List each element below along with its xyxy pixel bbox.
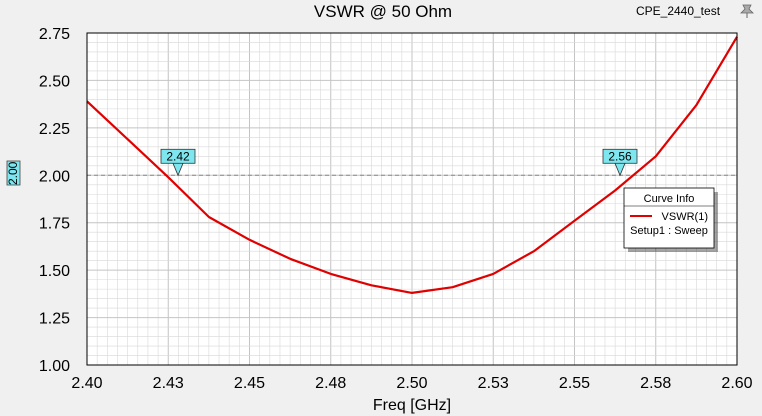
marker-box	[602, 148, 638, 164]
y-tick-label: 1.00	[39, 358, 70, 375]
x-tick-label: 2.53	[478, 375, 509, 392]
y-tick-label: 2.00	[39, 168, 70, 185]
y-tick-label: 1.50	[39, 263, 70, 280]
chart-title: VSWR @ 50 Ohm	[314, 2, 452, 21]
marker-label: 2.42	[166, 149, 190, 163]
series-layer	[86, 36, 738, 294]
x-tick-label: 2.58	[640, 375, 671, 392]
x-tick-label: 2.45	[234, 375, 265, 392]
y-tick-label: 2.50	[39, 73, 70, 90]
marker-box	[160, 148, 196, 164]
x-tick-label: 2.60	[721, 375, 752, 392]
grid	[86, 32, 738, 366]
series-line-vswr	[86, 36, 738, 294]
marker-pointer	[614, 163, 626, 177]
x-tick-label: 2.40	[71, 375, 102, 392]
marker-2-56[interactable]: 2.56	[602, 148, 638, 177]
x-tick-label: 2.48	[315, 375, 346, 392]
y-tick-label: 2.75	[39, 26, 70, 43]
marker-label: 2.56	[608, 149, 632, 163]
y-tick-label: 1.25	[39, 311, 70, 328]
markers[interactable]: 2.42 2.56	[160, 148, 638, 177]
y-tick-label: 1.75	[39, 216, 70, 233]
x-tick-label: 2.55	[559, 375, 590, 392]
legend-entry-name: VSWR(1)	[662, 211, 708, 223]
ref-line-label[interactable]: 2.00	[6, 160, 21, 186]
y-tick-label: 2.25	[39, 121, 70, 138]
curve-info-legend[interactable]: Curve Info VSWR(1) Setup1 : Sweep	[623, 187, 718, 252]
marker-2-42[interactable]: 2.42	[160, 148, 196, 177]
x-tick-label: 2.43	[153, 375, 184, 392]
project-name: CPE_2440_test	[636, 4, 721, 18]
pin-icon[interactable]	[740, 4, 754, 18]
legend-entry-detail: Setup1 : Sweep	[630, 225, 708, 237]
tick-labels: 2.40 2.43 2.45 2.48 2.50 2.53 2.55 2.58 2.60 1.00…	[39, 26, 753, 392]
ref-line-value: 2.00	[6, 161, 20, 185]
legend-title: Curve Info	[644, 193, 695, 205]
x-tick-label: 2.50	[396, 375, 427, 392]
x-axis-label: Freq [GHz]	[373, 397, 451, 414]
marker-pointer	[172, 163, 184, 177]
plot-frame	[86, 32, 738, 366]
